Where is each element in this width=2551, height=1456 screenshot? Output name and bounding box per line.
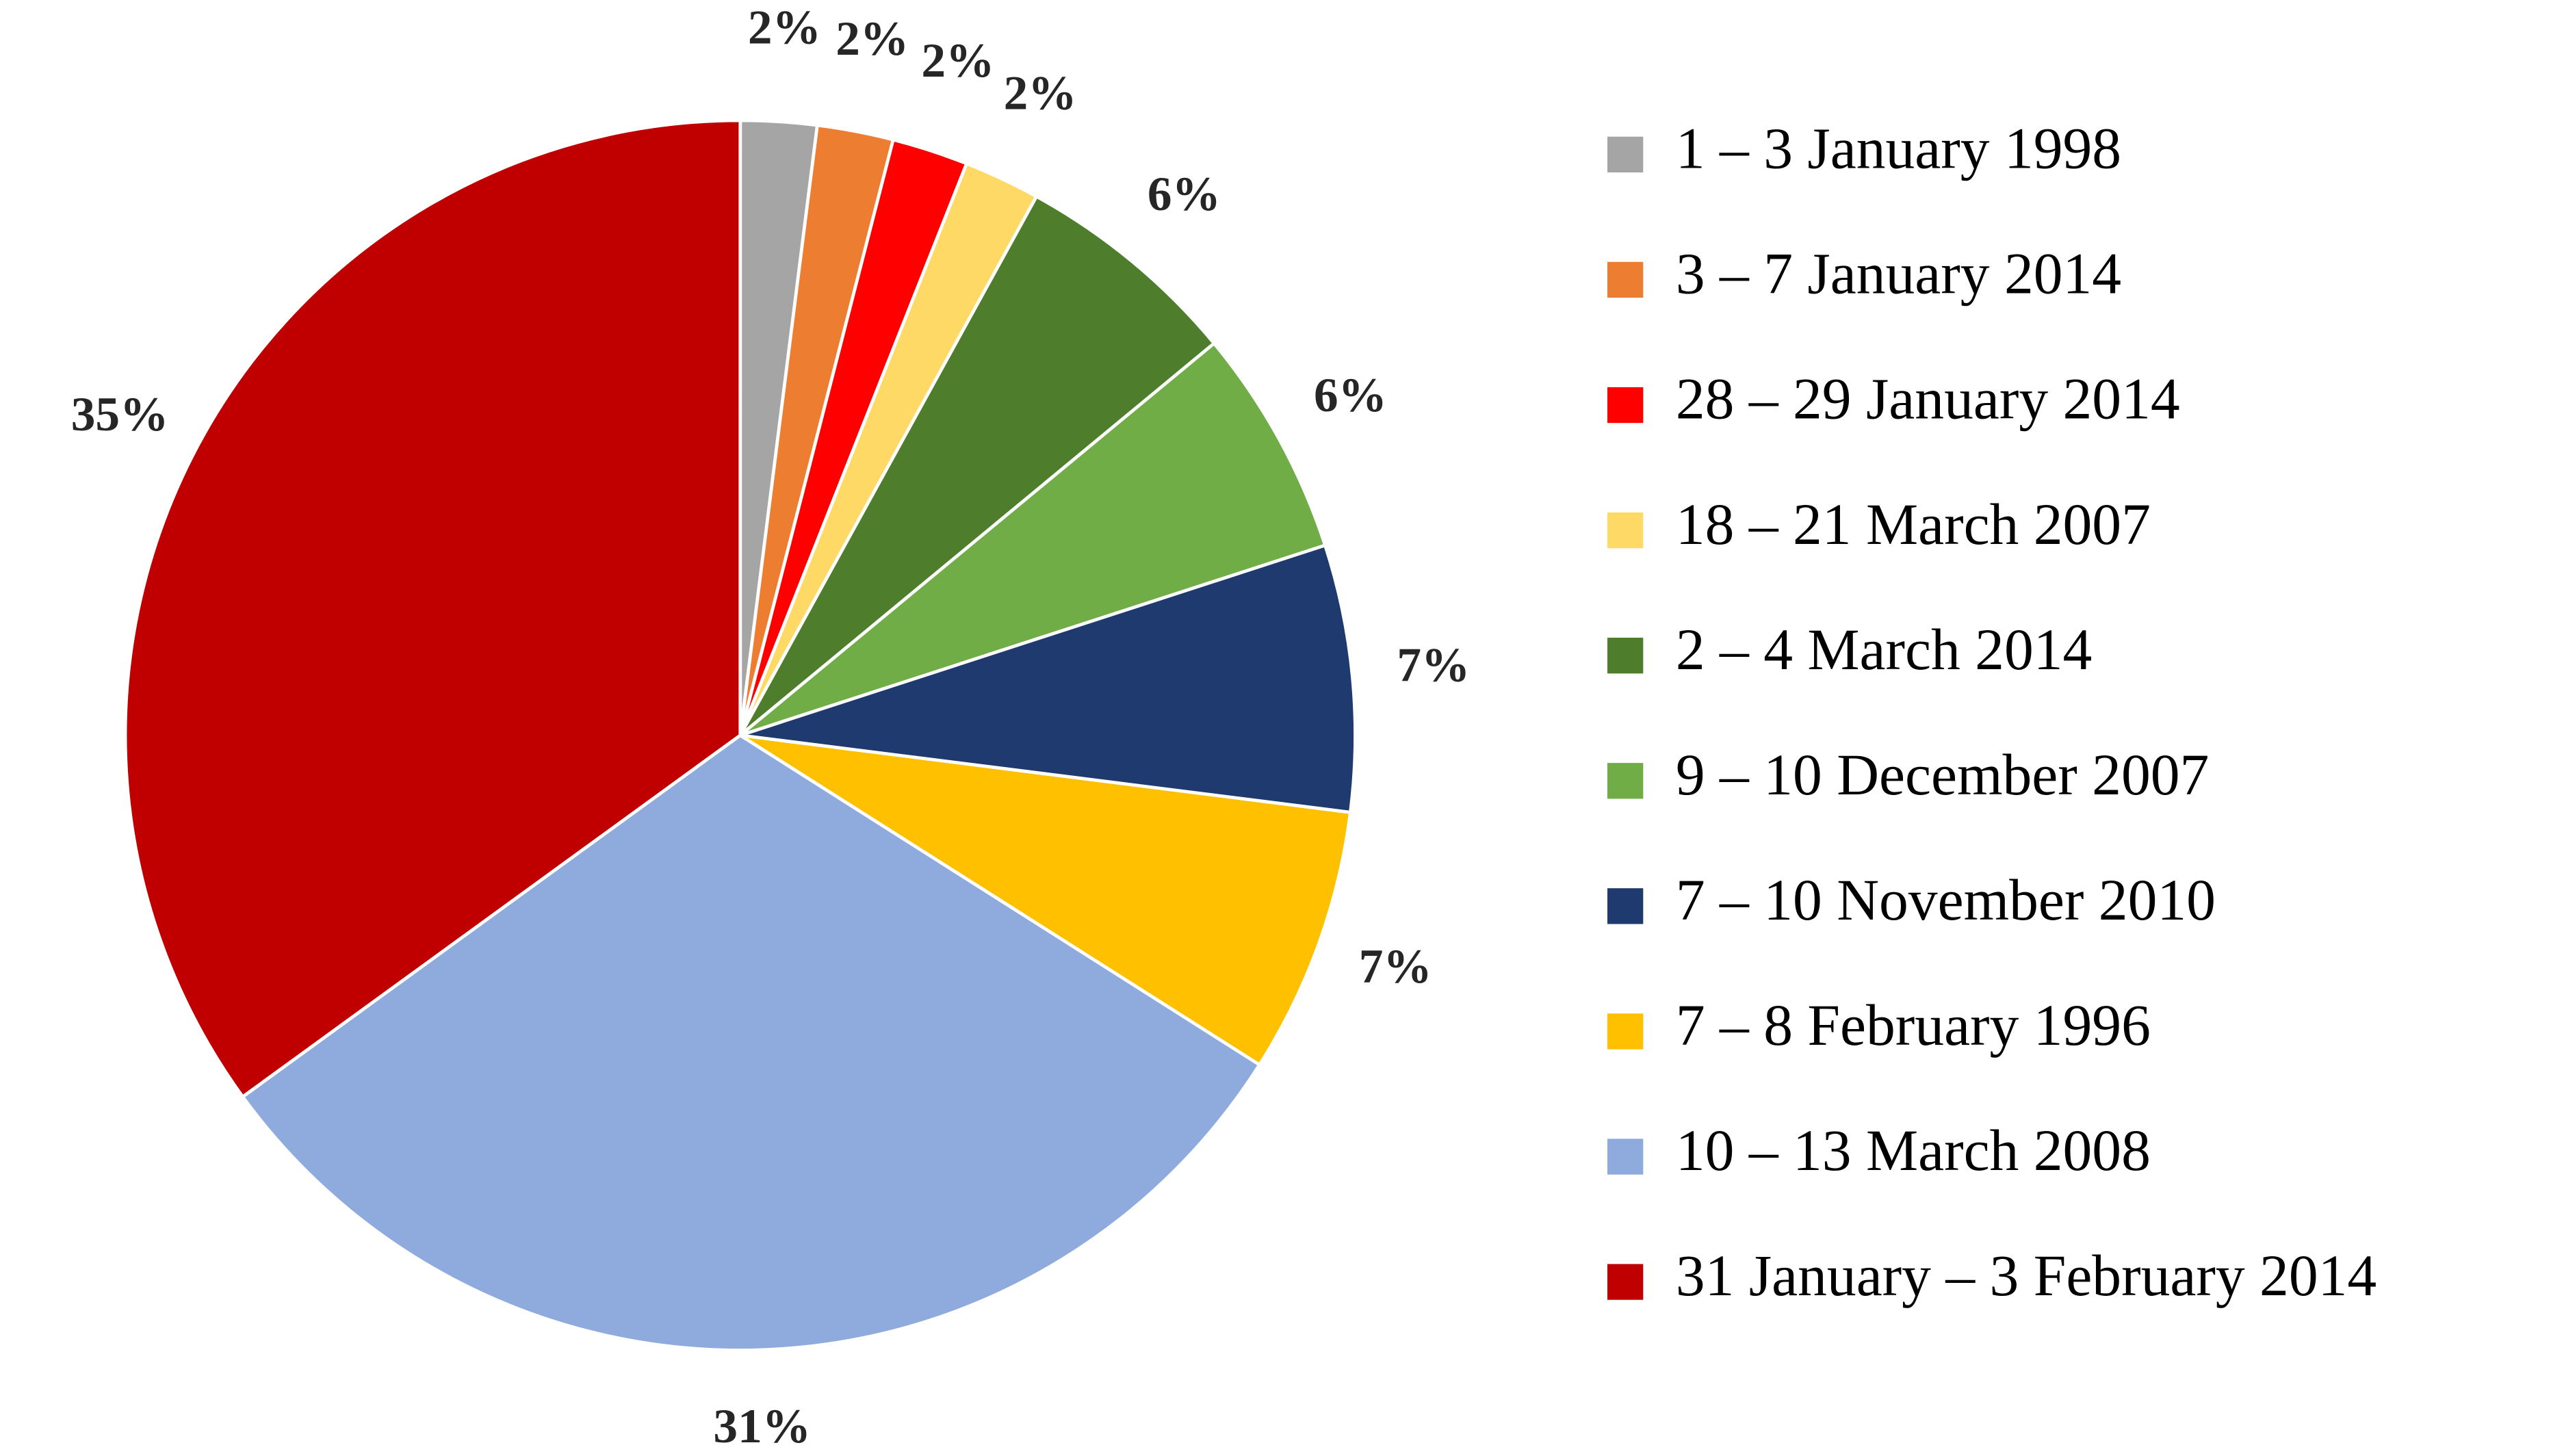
legend-swatch — [1607, 261, 1644, 298]
legend-label: 9 – 10 December 2007 — [1676, 742, 2209, 807]
legend-label: 2 – 4 March 2014 — [1676, 617, 2092, 682]
pie-slice — [739, 733, 1353, 1067]
legend-swatch — [1607, 387, 1644, 424]
data-label: 2% — [836, 12, 909, 66]
data-label: 31% — [713, 1399, 811, 1453]
legend-label: 10 – 13 March 2008 — [1676, 1118, 2151, 1183]
legend-swatch — [1607, 1013, 1644, 1050]
pie-slice — [740, 543, 1357, 815]
pie-slice — [739, 341, 1328, 737]
pie-slice — [738, 194, 1217, 737]
legend-label: 31 January – 3 February 2014 — [1676, 1243, 2377, 1308]
legend-label: 3 – 7 January 2014 — [1676, 242, 2121, 307]
legend-swatch — [1607, 763, 1644, 799]
data-label: 2% — [921, 34, 994, 88]
data-label: 2% — [748, 1, 821, 55]
legend-swatch — [1607, 1139, 1644, 1175]
legend-swatch — [1607, 136, 1644, 173]
legend-label: 18 – 21 March 2007 — [1676, 492, 2151, 557]
legend-label: 7 – 10 November 2010 — [1676, 868, 2216, 933]
data-label: 35% — [71, 387, 169, 441]
data-label: 7% — [1359, 939, 1432, 993]
legend-label: 1 – 3 January 1998 — [1676, 116, 2121, 181]
legend-swatch — [1607, 888, 1644, 924]
legend-label: 7 – 8 February 1996 — [1676, 993, 2151, 1058]
data-label: 6% — [1148, 167, 1221, 221]
pie-slice — [240, 733, 1262, 1352]
data-label: 2% — [1004, 66, 1077, 120]
legend-swatch — [1607, 638, 1644, 674]
legend-label: 28 – 29 January 2014 — [1676, 367, 2180, 432]
data-label: 6% — [1314, 368, 1387, 422]
legend-swatch — [1607, 1264, 1644, 1300]
pie-slice — [123, 118, 742, 1100]
legend-swatch — [1607, 512, 1644, 549]
data-label: 7% — [1397, 638, 1470, 692]
